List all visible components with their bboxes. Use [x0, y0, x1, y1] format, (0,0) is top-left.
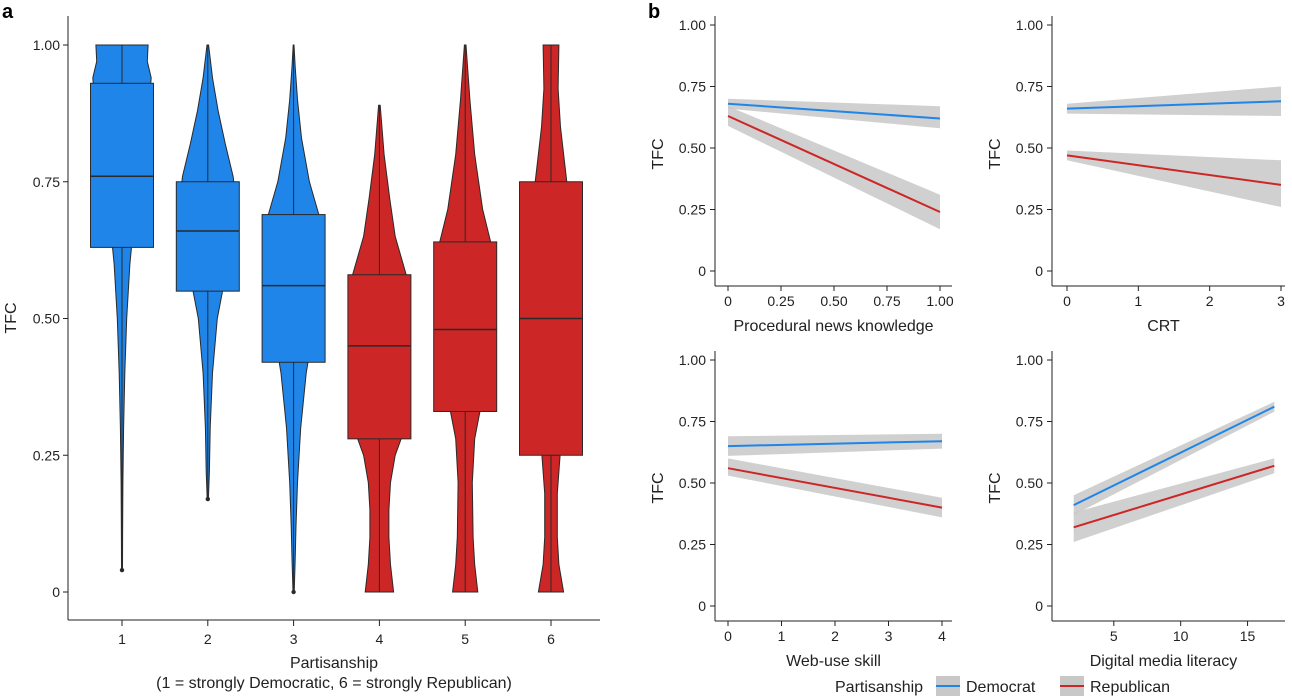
y-tick-label: 0.25 [1016, 537, 1043, 553]
x-tick-label: 1 [778, 628, 786, 644]
x-tick-label: 3 [1277, 293, 1285, 309]
x-tick-label: 0.50 [820, 293, 847, 309]
series-line-republican [727, 467, 943, 509]
ci-band-republican [1073, 458, 1275, 542]
y-tick-label: 0.75 [679, 414, 706, 430]
x-tick-label: 0 [724, 293, 732, 309]
y-tick-label: 0 [1035, 263, 1043, 279]
y-tick-label: 0.25 [1016, 202, 1043, 218]
y-tick-label: 0 [698, 598, 706, 614]
x-tick-label: 0 [724, 628, 732, 644]
y-axis-title: TFC [650, 472, 667, 503]
y-axis-title: TFC [3, 302, 20, 333]
box-1 [90, 82, 154, 248]
series-line-democrat [1066, 100, 1282, 110]
y-tick-label: 0.50 [1016, 140, 1043, 156]
y-tick-label: 0.50 [33, 311, 60, 327]
x-tick-label: 1 [118, 631, 126, 647]
y-axis-title: TFC [987, 138, 1004, 169]
x-axis-title: CRT [1147, 318, 1180, 335]
series-line-democrat [1073, 405, 1275, 506]
y-tick-label: 1.00 [1016, 352, 1043, 368]
x-axis-title: Web-use skill [786, 653, 881, 670]
box-4 [347, 274, 412, 440]
x-tick-label: 4 [376, 631, 384, 647]
y-tick-label: 1.00 [679, 352, 706, 368]
y-tick-label: 0.50 [1016, 475, 1043, 491]
box-2 [175, 181, 240, 292]
y-tick-label: 1.00 [1016, 17, 1043, 33]
y-tick-label: 0 [698, 263, 706, 279]
x-tick-label: 2 [204, 631, 212, 647]
y-tick-label: 0.25 [679, 537, 706, 553]
line-chart-web-use-skill: 0 0.25 0.50 0.75 1.00 0 1 2 3 4 Web-use skill TFC [650, 351, 952, 670]
violin-chart: 0 0.25 0.50 0.75 1.00 1 2 3 4 5 6 Partisanship (1 = … [3, 16, 600, 692]
x-tick-label: 0.75 [873, 293, 900, 309]
y-tick-label: 0.50 [679, 475, 706, 491]
y-tick-label: 0.75 [1016, 414, 1043, 430]
x-axis-title: Digital media literacy [1090, 653, 1238, 670]
panel-label-b: b [648, 1, 660, 23]
x-tick-label: 1.00 [926, 293, 953, 309]
y-tick-label: 0.75 [679, 79, 706, 95]
x-tick-label: 10 [1173, 628, 1189, 644]
series-line-republican [727, 115, 941, 213]
series-line-republican [1066, 154, 1282, 186]
y-tick-label: 1.00 [679, 17, 706, 33]
x-tick-label: 0.25 [767, 293, 794, 309]
y-tick-label: 0 [52, 584, 60, 600]
legend-title: Partisanship [835, 679, 923, 696]
series-line-republican [1073, 464, 1275, 529]
x-tick-label: 4 [938, 628, 946, 644]
x-tick-label: 5 [1110, 628, 1118, 644]
box-5 [433, 241, 498, 412]
y-tick-label: 0.75 [33, 174, 60, 190]
ci-band-democrat [1073, 401, 1275, 515]
x-tick-label: 0 [1063, 293, 1071, 309]
x-tick-label: 2 [831, 628, 839, 644]
x-tick-label: 3 [290, 631, 298, 647]
x-tick-label: 3 [885, 628, 893, 644]
x-axis-subtitle: (1 = strongly Democratic, 6 = strongly R… [156, 675, 512, 692]
outlier-2 [205, 496, 210, 502]
x-tick-label: 15 [1240, 628, 1256, 644]
panel-label-a: a [2, 1, 14, 23]
y-axis-title: TFC [987, 472, 1004, 503]
y-tick-label: 0.25 [679, 202, 706, 218]
y-tick-label: 0.75 [1016, 79, 1043, 95]
ci-band-democrat [728, 98, 940, 129]
outlier-3 [291, 589, 296, 595]
y-tick-label: 1.00 [33, 37, 60, 53]
ci-band-democrat [1067, 86, 1281, 116]
ci-band-republican [1067, 150, 1281, 207]
x-tick-label: 5 [461, 631, 469, 647]
line-chart-procedural-news-knowledge: 0 0.25 0.50 0.75 1.00 0 0.25 0.50 0.75 1.00 Proced… [650, 16, 954, 335]
legend: Partisanship Democrat Republican [835, 676, 1170, 696]
y-tick-label: 0.25 [33, 447, 60, 463]
x-axis-title: Procedural news knowledge [733, 318, 933, 335]
y-tick-label: 0.50 [679, 140, 706, 156]
legend-label-republican: Republican [1090, 679, 1170, 696]
x-axis-title: Partisanship [290, 655, 378, 672]
x-tick-label: 6 [547, 631, 555, 647]
x-tick-label: 2 [1206, 293, 1214, 309]
series-line-democrat [727, 440, 943, 448]
y-axis-title: TFC [650, 138, 667, 169]
series-line-democrat [727, 102, 941, 120]
line-chart-crt: 0 0.25 0.50 0.75 1.00 0 1 2 3 CRT TFC [987, 16, 1285, 335]
y-tick-label: 0 [1035, 598, 1043, 614]
legend-label-democrat: Democrat [966, 679, 1036, 696]
ci-band-republican [728, 106, 940, 230]
outlier-1 [119, 567, 125, 573]
x-tick-label: 1 [1134, 293, 1142, 309]
ci-band-democrat [728, 433, 942, 456]
box-3 [261, 214, 326, 363]
